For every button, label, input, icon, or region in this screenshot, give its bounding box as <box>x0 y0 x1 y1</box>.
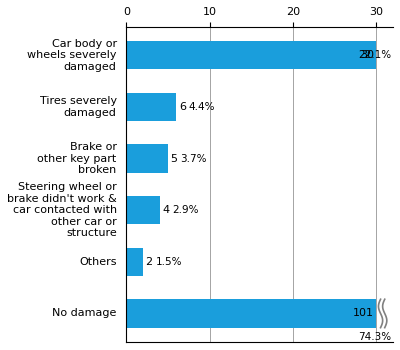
Text: 3.7%: 3.7% <box>180 154 207 163</box>
Text: 4.4%: 4.4% <box>189 102 216 112</box>
Text: 74.3%: 74.3% <box>358 331 391 342</box>
Text: 5: 5 <box>170 154 178 163</box>
Bar <box>126 93 176 121</box>
Text: 22.1%: 22.1% <box>358 50 391 60</box>
Bar <box>126 41 376 69</box>
Text: 2: 2 <box>146 257 153 267</box>
Text: 6: 6 <box>179 102 186 112</box>
Bar <box>126 144 168 173</box>
Text: 101: 101 <box>353 308 374 319</box>
Text: 1.5%: 1.5% <box>156 257 182 267</box>
Bar <box>126 299 376 328</box>
Text: 30: 30 <box>360 50 374 60</box>
Bar <box>126 247 143 276</box>
Text: 4: 4 <box>162 205 169 215</box>
Bar <box>126 196 160 224</box>
Text: 2.9%: 2.9% <box>172 205 199 215</box>
